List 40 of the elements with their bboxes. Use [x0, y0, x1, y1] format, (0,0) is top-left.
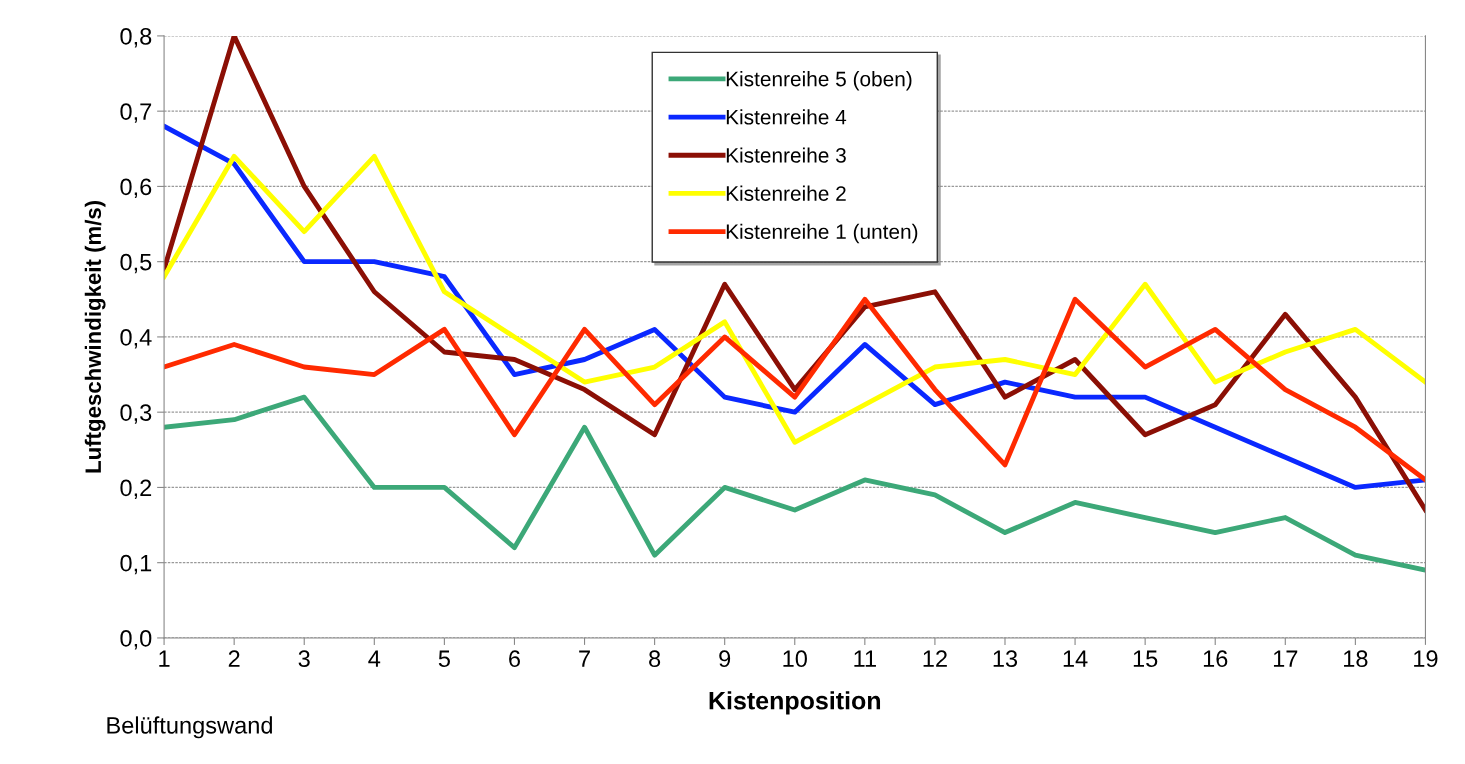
text: Belüftungswand: [107, 716, 272, 739]
x-tick-label: 17: [1273, 650, 1298, 667]
y-tick-label: 0,1: [120, 554, 152, 575]
line-series: [164, 123, 1426, 490]
x-axis-title: Kistenposition: [709, 691, 881, 715]
x-tick-label: 10: [783, 650, 807, 668]
legend-label: Kistenreihe 4: [726, 109, 847, 125]
x-tick-label: 14: [1063, 650, 1088, 667]
y-tick-label: 0,8: [120, 27, 152, 48]
x-tick-label: 9: [719, 650, 731, 668]
x-tick-label: 19: [1414, 650, 1438, 668]
x-tick-label: 13: [993, 650, 1018, 668]
line-series: [164, 35, 1426, 513]
legend-label: Kistenreihe 5 (oben): [726, 71, 912, 91]
y-tick-label: 0,7: [120, 103, 152, 123]
x-tick-label: 3: [298, 650, 310, 668]
y-tick-label: 0,0: [120, 630, 152, 650]
x-tick-label: 2: [228, 650, 240, 667]
x-tick-label: 11: [854, 650, 876, 667]
y-tick-label: 0,5: [120, 253, 152, 274]
y-tick-label: 0,4: [120, 328, 152, 349]
x-tick-label: 8: [649, 650, 661, 668]
line-series: [164, 394, 1426, 573]
x-tick-label: 12: [923, 650, 947, 667]
y-tick-label: 0,3: [120, 404, 152, 424]
x-tick-label: 15: [1133, 650, 1158, 668]
x-tick-label: 4: [368, 650, 381, 667]
x-tick-label: 1: [159, 650, 170, 667]
x-tick-label: 7: [579, 650, 590, 667]
legend-label: Kistenreihe 3: [726, 147, 846, 163]
line-series: [164, 296, 1426, 483]
x-tick-label: 5: [438, 650, 450, 668]
legend-label: Kistenreihe 1 (unten): [726, 223, 918, 244]
x-tick-label: 18: [1344, 650, 1368, 668]
y-tick-label: 0,2: [120, 479, 152, 500]
y-axis-title: Luftgeschwindigkeit (m/s): [84, 200, 106, 473]
y-tick-label: 0,6: [120, 178, 152, 198]
x-tick-label: 6: [509, 650, 520, 668]
legend-label: Kistenreihe 2: [726, 185, 846, 201]
x-tick-label: 16: [1203, 650, 1228, 668]
